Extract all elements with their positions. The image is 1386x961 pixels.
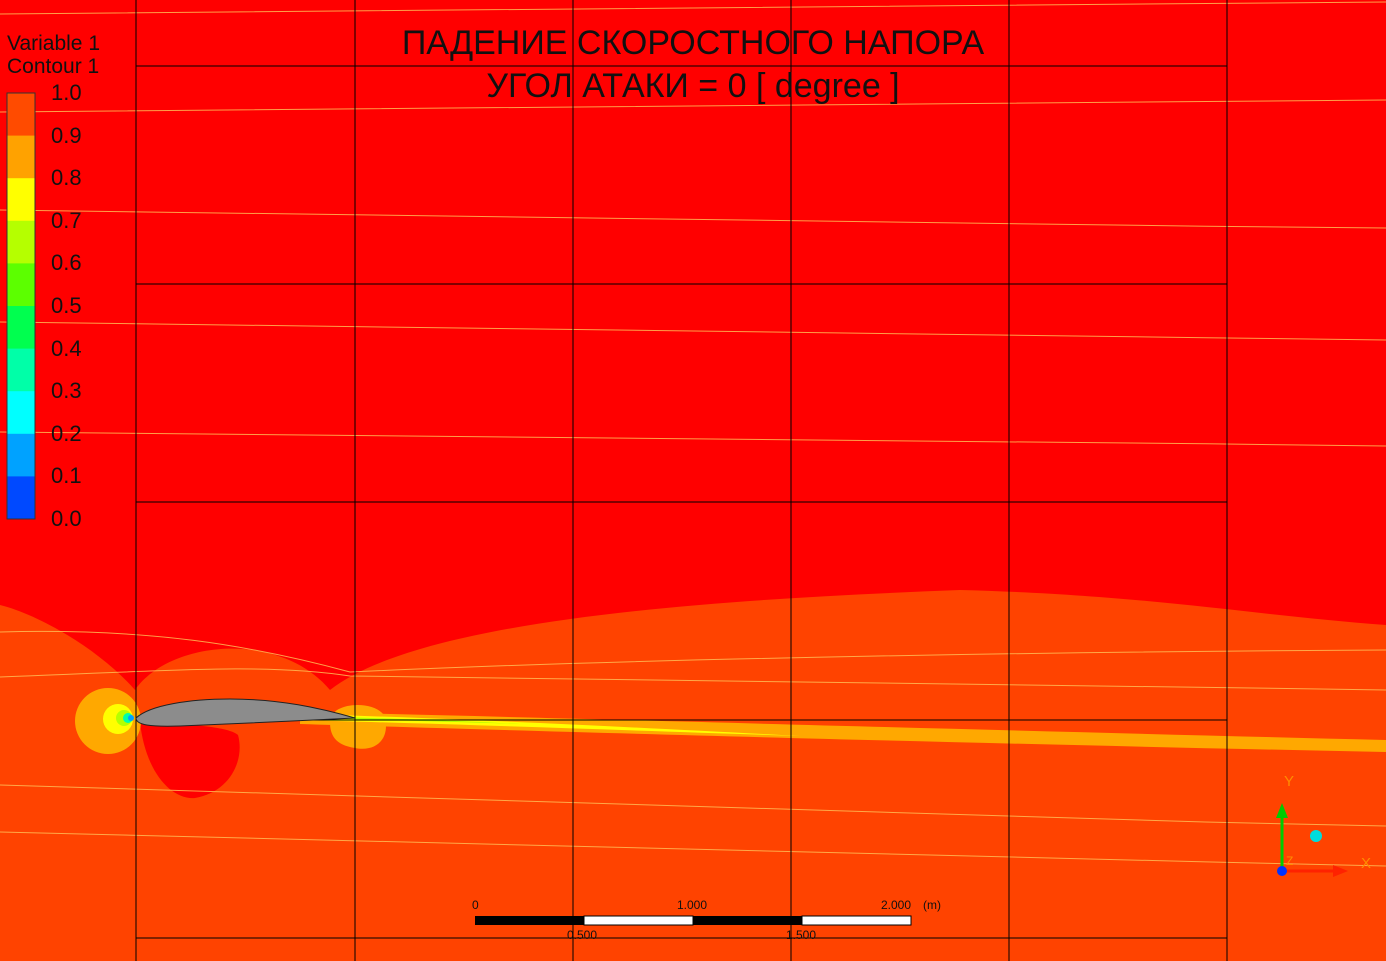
- stagnation-core: [128, 715, 134, 721]
- legend-tick-label: 0.5: [51, 293, 82, 318]
- z-axis-label: Z: [1286, 854, 1294, 868]
- legend-band: [7, 263, 35, 307]
- legend-contour-name: Contour 1: [7, 55, 100, 78]
- legend-color-bar: [6, 92, 36, 520]
- legend-band: [7, 433, 35, 477]
- legend-tick-label: 0.9: [51, 122, 82, 148]
- scale-unit: (m): [923, 898, 941, 912]
- airfoil: [135, 698, 356, 727]
- scale-label-1000: 1.000: [677, 898, 708, 912]
- legend-tick-label: 0.6: [51, 250, 82, 276]
- legend-tick-label: 1.0: [51, 80, 82, 105]
- scale-label-2000: 2.000: [881, 898, 912, 912]
- scale-bar: [475, 915, 912, 926]
- scale-label-1500: 1.500: [786, 928, 817, 942]
- x-axis-label: X: [1361, 855, 1372, 872]
- legend-tick-label: 0.7: [51, 207, 82, 233]
- legend-band: [7, 135, 35, 179]
- legend-tick-label: 0.2: [51, 420, 82, 446]
- grid-lines: [135, 0, 1228, 961]
- y-axis-label: Y: [1284, 773, 1295, 790]
- scale-label-0500: 0.500: [567, 928, 598, 942]
- scale-label-0: 0: [472, 898, 479, 912]
- legend-tick-label: 0.8: [51, 165, 82, 191]
- legend-tick-label: 0.0: [51, 506, 82, 531]
- axis-triad: [1276, 803, 1348, 877]
- legend-tick-label: 0.3: [51, 378, 82, 404]
- legend-variable-name: Variable 1: [7, 32, 101, 55]
- legend-band: [7, 476, 35, 520]
- lower-red-pocket: [140, 722, 240, 799]
- plot-title-line-2: УГОЛ АТАКИ = 0 [ degree ]: [486, 67, 900, 105]
- inner-field-region: [0, 590, 1386, 961]
- legend-outline: [6, 92, 36, 520]
- legend-band: [7, 348, 35, 392]
- legend-band: [7, 220, 35, 264]
- legend-band: [7, 306, 35, 350]
- wake: [300, 712, 1386, 752]
- plot-title-line-1: ПАДЕНИЕ СКОРОСТНОГО НАПОРА: [401, 24, 985, 62]
- legend-band: [7, 93, 35, 137]
- legend-tick-label: 0.1: [51, 463, 82, 489]
- legend-band: [7, 391, 35, 435]
- legend-tick-label: 0.4: [51, 335, 82, 361]
- legend-band: [7, 178, 35, 222]
